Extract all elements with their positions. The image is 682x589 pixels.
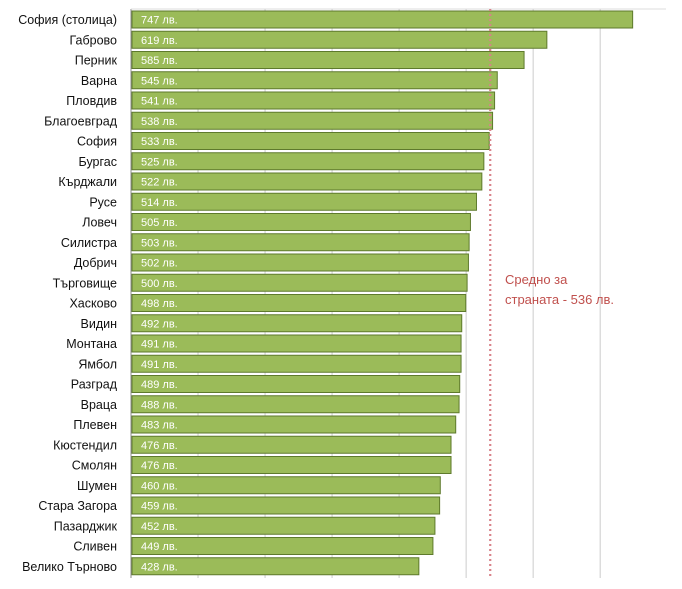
bar	[131, 51, 525, 69]
category-label: Пловдив	[66, 94, 117, 108]
bar	[131, 375, 461, 393]
category-label: Варна	[81, 74, 117, 88]
average-annotation-line-1: Средно за	[505, 272, 568, 287]
category-label: София (столица)	[18, 13, 117, 27]
category-labels: София (столица) Габрово Перник Варна Пловдив…	[18, 13, 117, 574]
value-label: 492 лв.	[141, 318, 178, 330]
category-label: Стара Загора	[38, 499, 117, 513]
category-label: Русе	[89, 195, 117, 209]
category-label: Пазарджик	[54, 519, 118, 533]
category-label: Смолян	[72, 459, 117, 473]
value-label: 476 лв.	[141, 460, 178, 472]
value-label: 449 лв.	[141, 541, 178, 553]
value-label: 491 лв.	[141, 339, 178, 351]
category-label: Сливен	[73, 540, 117, 554]
category-label: Велико Търново	[22, 560, 117, 574]
value-label: 500 лв.	[141, 278, 178, 290]
bar	[131, 30, 548, 49]
bar	[131, 334, 462, 353]
bar	[131, 10, 634, 29]
category-label: Габрово	[69, 33, 117, 47]
category-label: Търговище	[53, 276, 117, 290]
bar	[131, 213, 471, 231]
value-label: 502 лв.	[141, 258, 178, 270]
bar	[131, 476, 441, 495]
category-label: Шумен	[77, 479, 117, 493]
bar	[131, 294, 467, 312]
bar	[131, 314, 463, 333]
bar	[131, 71, 498, 90]
category-label: Добрич	[74, 256, 117, 270]
bar	[131, 557, 420, 576]
value-label: 522 лв.	[141, 177, 178, 189]
value-label: 488 лв.	[141, 399, 178, 411]
value-label: 498 лв.	[141, 298, 178, 310]
bar	[131, 132, 490, 150]
bar	[131, 273, 468, 292]
category-label: Видин	[81, 317, 118, 331]
value-label: 483 лв.	[141, 420, 178, 432]
bar	[131, 192, 477, 211]
value-label: 541 лв.	[141, 96, 178, 108]
average-annotation-line-2: страната - 536 лв.	[505, 292, 614, 307]
category-label: Хасково	[69, 297, 117, 311]
category-label: Кюстендил	[53, 438, 117, 452]
category-label: Разград	[71, 378, 118, 392]
value-labels: 747 лв. 619 лв. 585 лв. 545 лв. 541 лв. 538 л…	[141, 15, 178, 574]
category-label: Ямбол	[78, 357, 117, 371]
category-label: Перник	[75, 54, 118, 68]
category-label: Плевен	[73, 418, 117, 432]
value-label: 489 лв.	[141, 379, 178, 391]
category-label: Ловеч	[82, 216, 117, 230]
value-label: 585 лв.	[141, 55, 178, 67]
bar	[131, 456, 452, 474]
value-label: 459 лв.	[141, 501, 178, 513]
bar	[131, 496, 441, 515]
value-label: 747 лв.	[141, 15, 178, 27]
value-label: 525 лв.	[141, 156, 178, 168]
average-annotation: Средно за страната - 536 лв.	[505, 272, 614, 307]
bar	[131, 435, 452, 454]
bar	[131, 233, 470, 252]
value-label: 505 лв.	[141, 217, 178, 229]
value-label: 538 лв.	[141, 116, 178, 128]
bar	[131, 172, 483, 191]
category-label: Благоевград	[44, 114, 118, 128]
category-label: Бургас	[79, 155, 117, 169]
value-label: 619 лв.	[141, 35, 178, 47]
bar	[131, 152, 485, 171]
bar	[131, 91, 496, 110]
category-label: Враца	[81, 398, 117, 412]
bar	[131, 537, 434, 555]
category-label: Кърджали	[58, 175, 117, 189]
bar	[131, 395, 460, 414]
category-label: София	[77, 135, 117, 149]
category-label: Монтана	[66, 337, 117, 351]
value-label: 491 лв.	[141, 359, 178, 371]
value-label: 503 лв.	[141, 237, 178, 249]
bar	[131, 111, 494, 130]
value-label: 533 лв.	[141, 136, 178, 148]
bar	[131, 253, 469, 272]
value-label: 460 лв.	[141, 480, 178, 492]
bars	[131, 10, 634, 576]
bar	[131, 415, 457, 434]
bar	[131, 354, 462, 373]
value-label: 514 лв.	[141, 197, 178, 209]
value-label: 428 лв.	[141, 561, 178, 573]
value-label: 476 лв.	[141, 440, 178, 452]
bar	[131, 516, 436, 535]
category-label: Силистра	[61, 236, 117, 250]
value-label: 545 лв.	[141, 75, 178, 87]
value-label: 452 лв.	[141, 521, 178, 533]
